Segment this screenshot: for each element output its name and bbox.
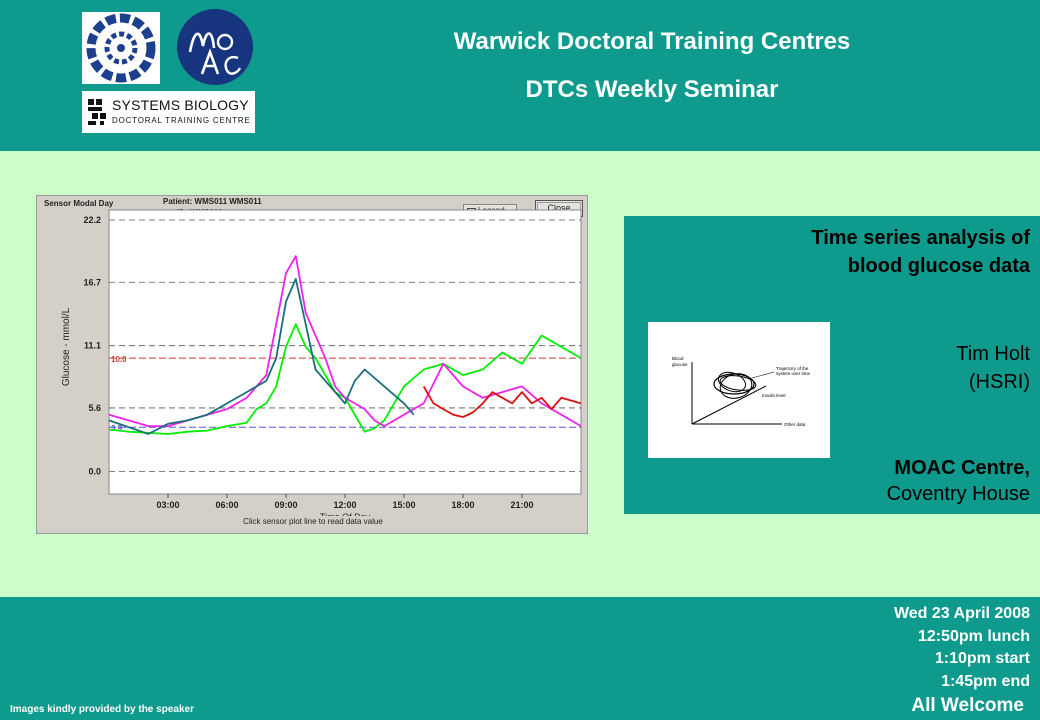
end-time: 1:45pm end [941, 672, 1030, 690]
y-tick-label: 0.0 [88, 466, 101, 476]
moac-logo [176, 8, 254, 86]
complexity-logo-icon [86, 13, 156, 83]
diagram-other-label: Other data [784, 422, 806, 427]
schedule: Wed 23 April 2008 12:50pm lunch 1:10pm s… [894, 603, 1030, 693]
moac-logo-icon [177, 9, 253, 85]
venue-place: Coventry House [886, 483, 1030, 505]
header-title: Warwick Doctoral Training Centres [453, 28, 851, 55]
chart-hint: Click sensor plot line to read data valu… [243, 517, 383, 526]
header-subtitle: DTCs Weekly Seminar [525, 76, 779, 103]
threshold-label: 10.0 [111, 355, 127, 364]
series-line-3 [108, 278, 415, 435]
all-welcome: All Welcome [911, 695, 1024, 716]
x-tick-label: 12:00 [333, 500, 356, 510]
systems-biology-logo: SYSTEMS BIOLOGY DOCTORAL TRAINING CENTRE [82, 91, 255, 133]
plot-area [108, 209, 582, 495]
seminar-date: Wed 23 April 2008 [893, 605, 1030, 622]
x-tick-label: 21:00 [510, 500, 533, 510]
talk-info-box: Time series analysis of blood glucose da… [624, 216, 1040, 514]
footer-band [0, 597, 1040, 720]
x-tick-label: 03:00 [156, 500, 179, 510]
x-tick-label: 06:00 [215, 500, 238, 510]
y-tick-label: 16.7 [83, 277, 101, 287]
glucose-chart[interactable]: 0.0 5.6 11.1 16.7 22.2 10.0 3.9 03:00 06:00 09:00… [37, 196, 589, 516]
diagram-trajectory-label-1: Trajectory of the [776, 366, 809, 371]
talk-title-line-1: Time series analysis of [811, 227, 1030, 249]
window-title: Sensor Modal Day [44, 199, 114, 208]
speaker-name: Tim Holt [956, 343, 1030, 365]
sensor-modal-day-window: Sensor Modal Day Patient: WMS011 WMS011 … [36, 195, 588, 534]
y-tick-label: 5.6 [88, 403, 101, 413]
diagram-insulin-label: Insulin level [762, 393, 786, 398]
x-axis-label: Time Of Day [320, 512, 371, 516]
systems-biology-text: SYSTEMS BIOLOGY [112, 97, 249, 113]
y-tick-label: 11.1 [84, 341, 101, 351]
diagram-y-label-1: Blood [672, 356, 684, 361]
y-tick-label: 22.2 [83, 215, 101, 225]
x-tick-label: 15:00 [392, 500, 415, 510]
venue-name: MOAC Centre, [894, 457, 1030, 479]
series-line-4 [422, 385, 582, 418]
y-axis-label: Glucose - mmol/L [61, 307, 72, 386]
image-credit: Images kindly provided by the speaker [10, 704, 194, 715]
patient-label: Patient: WMS011 WMS011 [163, 197, 262, 206]
phase-space-diagram: Blood glucose Trajectory of the system o… [648, 322, 830, 458]
series-line-1 [108, 323, 582, 435]
header-band: SYSTEMS BIOLOGY DOCTORAL TRAINING CENTRE… [0, 0, 1040, 151]
venue: MOAC Centre, Coventry House [887, 455, 1030, 507]
x-tick-label: 09:00 [274, 500, 297, 510]
talk-title: Time series analysis of blood glucose da… [650, 224, 1030, 280]
speaker-affiliation: (HSRI) [968, 371, 1030, 393]
complexity-logo [82, 12, 160, 84]
diagram-y-label-2: glucose [672, 362, 688, 367]
doctoral-training-centre-text: DOCTORAL TRAINING CENTRE [112, 116, 251, 125]
systems-biology-mark-icon [88, 99, 106, 125]
diagram-trajectory-label-2: system over time [776, 371, 811, 376]
lunch-time: 12:50pm lunch [917, 627, 1030, 645]
x-tick-label: 18:00 [451, 500, 474, 510]
start-time: 1:10pm start [934, 650, 1030, 667]
speaker: Tim Holt (HSRI) [956, 340, 1030, 396]
talk-title-line-2: blood glucose data [847, 255, 1030, 277]
threshold-label: 3.9 [111, 424, 123, 433]
phase-space-diagram-svg: Blood glucose Trajectory of the system o… [672, 356, 811, 427]
